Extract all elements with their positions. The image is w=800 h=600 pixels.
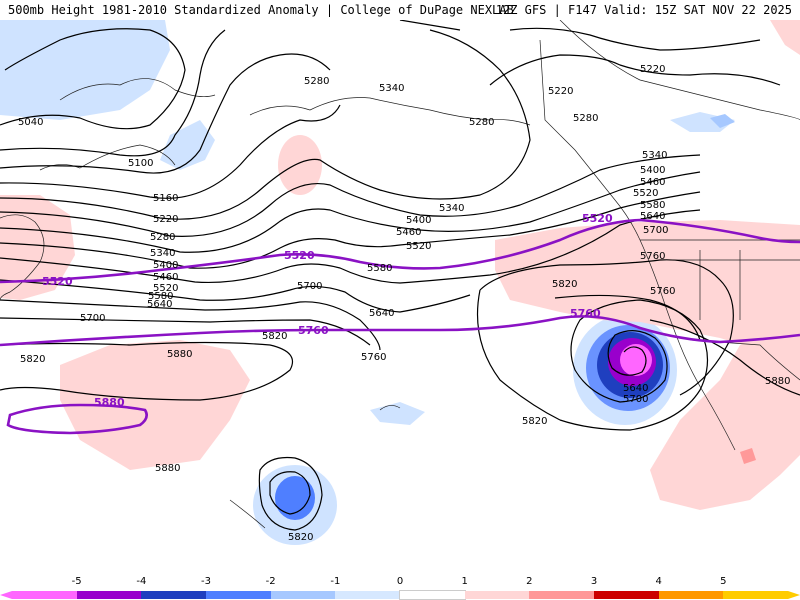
- label-5340: 5340: [379, 83, 404, 94]
- label-5820: 5820: [262, 331, 287, 342]
- colorbar-segment: [723, 591, 789, 599]
- label-5280: 5280: [150, 232, 175, 243]
- label-5340: 5340: [439, 203, 464, 214]
- label-5640: 5640: [147, 299, 172, 310]
- anomaly-map: 5040 5100 5160 5220 5220 5220 5280 5280 …: [0, 20, 800, 545]
- height-contours: [0, 20, 800, 531]
- label-5280: 5280: [469, 117, 494, 128]
- label-5220: 5220: [153, 214, 178, 225]
- highlight-label-5760: 5760: [570, 307, 601, 320]
- map-title: 500mb Height 1981-2010 Standardized Anom…: [8, 3, 514, 17]
- model-run-info: 12Z GFS | F147 Valid: 15Z SAT NOV 22 202…: [495, 3, 792, 17]
- colorbar-segment: [529, 591, 595, 599]
- colorbar-segment: [76, 591, 142, 599]
- label-5700: 5700: [80, 313, 105, 324]
- colorbar-tick-label: 3: [590, 576, 598, 587]
- colorbar-tick-label: -2: [265, 576, 276, 587]
- label-5640: 5640: [623, 383, 648, 394]
- label-5640: 5640: [369, 308, 394, 319]
- label-5820: 5820: [522, 416, 547, 427]
- label-5520: 5520: [406, 241, 431, 252]
- label-5820: 5820: [20, 354, 45, 365]
- label-5760: 5760: [361, 352, 386, 363]
- label-5580: 5580: [148, 291, 173, 302]
- colorbar-segment: [141, 591, 207, 599]
- positive-anomaly-shading: [0, 20, 800, 510]
- colorbar-tick-label: 4: [655, 576, 662, 587]
- colorbar-right-arrow: [788, 591, 800, 599]
- label-5520: 5520: [633, 188, 658, 199]
- label-5700: 5700: [623, 394, 648, 405]
- highlight-label-5520: 5520: [582, 212, 613, 225]
- label-5820: 5820: [552, 279, 577, 290]
- label-5520: 5520: [153, 283, 178, 294]
- contour-labels: 5040 5100 5160 5220 5220 5220 5280 5280 …: [18, 64, 790, 543]
- label-5220: 5220: [548, 86, 573, 97]
- label-5280: 5280: [304, 76, 329, 87]
- label-5280: 5280: [573, 113, 598, 124]
- colorbar-tick-label: -3: [201, 576, 211, 587]
- colorbar-segment: [206, 591, 272, 599]
- label-5760: 5760: [640, 251, 665, 262]
- label-5880: 5880: [155, 463, 180, 474]
- label-5460: 5460: [640, 177, 665, 188]
- label-5400: 5400: [640, 165, 665, 176]
- label-5580: 5580: [640, 200, 665, 211]
- label-5220: 5220: [640, 64, 665, 75]
- label-5820: 5820: [288, 532, 313, 543]
- label-5760: 5760: [650, 286, 675, 297]
- highlight-label-5520: 5520: [42, 275, 73, 288]
- label-5460: 5460: [153, 272, 178, 283]
- label-5640: 5640: [640, 211, 665, 222]
- highlight-label-5520: 5520: [284, 249, 315, 262]
- colorbar-tick-label: 5: [720, 576, 727, 587]
- label-5880: 5880: [765, 376, 790, 387]
- label-5460: 5460: [396, 227, 421, 238]
- colorbar-segment: [12, 591, 78, 599]
- label-5400: 5400: [153, 260, 178, 271]
- label-5580: 5580: [367, 263, 392, 274]
- highlighted-contours: [0, 218, 800, 435]
- colorbar-tick-label: -1: [330, 576, 341, 587]
- colorbar-tick-label: 0: [396, 576, 404, 587]
- map-header: 500mb Height 1981-2010 Standardized Anom…: [0, 0, 800, 20]
- highlight-label-5760: 5760: [298, 324, 329, 337]
- label-5880: 5880: [167, 349, 192, 360]
- colorbar-tick-label: 2: [526, 576, 533, 587]
- label-5400: 5400: [406, 215, 431, 226]
- colorbar-tick-label: 1: [461, 576, 468, 587]
- label-5340: 5340: [642, 150, 667, 161]
- label-5100: 5100: [128, 158, 153, 169]
- label-5340: 5340: [150, 248, 175, 259]
- colorbar-segment: [398, 590, 467, 600]
- label-5040: 5040: [18, 117, 43, 128]
- label-5700: 5700: [297, 281, 322, 292]
- colorbar-left-arrow: [0, 591, 12, 599]
- label-5160: 5160: [153, 193, 178, 204]
- highlight-label-5880: 5880: [94, 396, 125, 409]
- colorbar-tick-label: -4: [136, 576, 147, 587]
- highlight-contour-labels: 5520 5520 5520 5760 5760 5880: [42, 212, 613, 409]
- colorbar-segment: [270, 591, 336, 599]
- colorbar-segment: [464, 591, 530, 599]
- colorbar-segment: [335, 591, 401, 599]
- colorbar-segment: [594, 591, 660, 599]
- label-5700: 5700: [643, 225, 668, 236]
- colorbar-tick-label: -5: [71, 576, 82, 587]
- anomaly-colorbar: -5 -4 -3 -2 -1 0 1 2 3 4 5: [0, 575, 800, 600]
- colorbar-segment: [658, 591, 724, 599]
